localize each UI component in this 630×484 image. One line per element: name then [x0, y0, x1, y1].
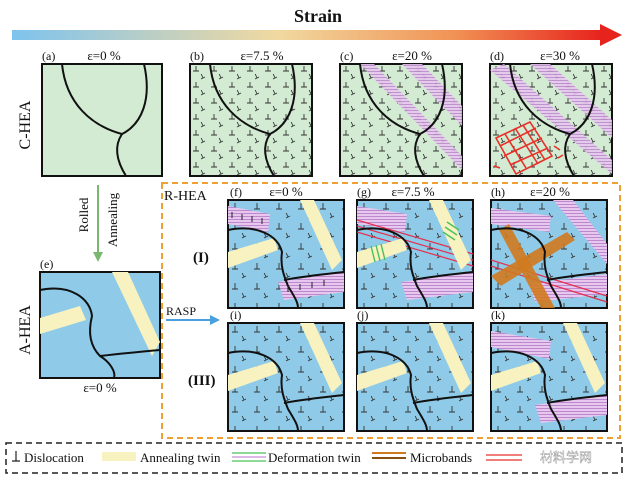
panel-c-strain: ε=20 % — [392, 48, 432, 63]
r-hea-label: R-HEA — [164, 189, 208, 204]
panel-f-label: (f) — [230, 185, 242, 199]
route-iii-label: (III) — [188, 373, 216, 389]
panel-k-label: (k) — [491, 308, 505, 322]
panel-c-label: (c) — [340, 49, 353, 63]
panel-g — [356, 199, 474, 309]
route-i-label: (I) — [193, 250, 209, 266]
legend-annealing-twin: Annealing twin — [140, 450, 221, 465]
strain-title: Strain — [294, 6, 342, 26]
annealing-twin-swatch — [102, 452, 136, 461]
legend-dislocation: Dislocation — [24, 450, 84, 465]
panel-a-label: (a) — [42, 49, 55, 63]
panel-a — [41, 63, 163, 177]
panel-h-label: (h) — [491, 185, 505, 199]
panel-f-strain: ε=0 % — [269, 184, 303, 199]
panel-b-label: (b) — [190, 49, 204, 63]
panel-b-strain: ε=7.5 % — [240, 48, 283, 63]
strain-arrow: Strain — [12, 6, 622, 46]
panel-e — [39, 271, 161, 379]
panel-h-strain: ε=20 % — [530, 184, 570, 199]
panel-e-label: (e) — [40, 257, 53, 271]
microbands-swatch — [372, 452, 406, 459]
legend-microbands: Microbands — [410, 450, 472, 465]
rasp-arrow: RASP — [166, 304, 220, 325]
panel-c — [339, 63, 463, 177]
deformation-twin-swatch — [232, 452, 266, 462]
r-hea-box — [161, 182, 621, 439]
panel-k — [490, 322, 608, 432]
rasp-label: RASP — [166, 304, 196, 318]
processing-arrow: Rolled Annealing — [76, 185, 120, 262]
panel-a-strain: ε=0 % — [87, 48, 121, 63]
panel-b — [189, 63, 313, 177]
panel-i — [227, 322, 345, 432]
row-label-c-hea: C-HEA — [17, 100, 34, 149]
panel-h — [490, 199, 608, 309]
panel-j — [356, 322, 474, 432]
crack-swatch — [486, 454, 522, 461]
panel-d-strain: ε=30 % — [540, 48, 580, 63]
panel-g-label: (g) — [357, 185, 371, 199]
legend: Dislocation Annealing twin Deformation t… — [5, 442, 623, 474]
panel-g-strain: ε=7.5 % — [391, 184, 434, 199]
row-label-a-hea: A-HEA — [17, 305, 34, 355]
annealing-label: Annealing — [105, 192, 120, 247]
rolled-label: Rolled — [76, 197, 91, 232]
panel-d-label: (d) — [490, 49, 504, 63]
dislocation-icon — [12, 451, 20, 462]
panel-d — [489, 63, 613, 177]
panel-f — [227, 199, 345, 309]
panel-e-strain: ε=0 % — [83, 380, 117, 395]
watermark: 材料学网 — [540, 450, 592, 466]
panel-i-label: (i) — [230, 308, 241, 322]
crack-network — [493, 120, 564, 176]
panel-j-label: (j) — [357, 308, 368, 322]
legend-deformation-twin: Deformation twin — [268, 450, 361, 465]
